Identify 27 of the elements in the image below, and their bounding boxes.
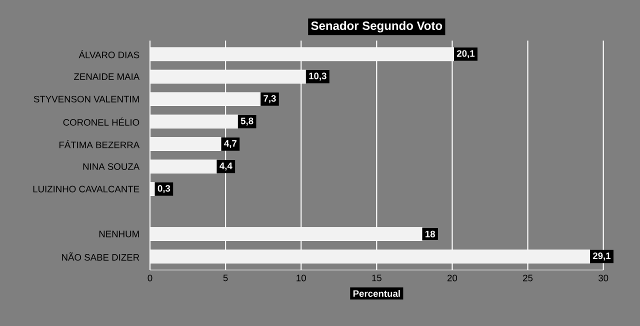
data-label: 4,4 [220, 162, 232, 171]
data-label: 5,8 [240, 118, 254, 126]
y-tick-label: NÃO SABE DIZER [62, 252, 140, 261]
y-tick-label: NENHUM [99, 230, 139, 238]
data-label: 10,3 [309, 72, 326, 81]
data-label: 0,3 [158, 185, 170, 194]
x-tick-label: 25 [523, 274, 533, 282]
data-label: 20,1 [456, 50, 475, 58]
x-tick-label: 20 [447, 274, 458, 282]
y-tick-label: ZENAIDE MAIA [74, 73, 140, 80]
y-tick-label: STYVENSON VALENTIM [34, 96, 139, 102]
y-tick-label: CORONEL HÉLIO [63, 118, 140, 126]
y-tick-label: ÁLVARO DIAS [78, 50, 140, 58]
y-tick-label: FÁTIMA BEZERRA [59, 140, 140, 148]
x-axis-title: Percentual [353, 290, 400, 297]
data-label: 7,3 [264, 95, 276, 104]
x-tick-label: 15 [372, 274, 382, 282]
y-tick-label: LUIZINHO CAVALCANTE [33, 186, 140, 192]
x-tick-label: 0 [148, 274, 152, 282]
chart-title: Senador Segundo Voto [311, 21, 442, 32]
x-tick-label: 10 [296, 274, 306, 282]
data-label: 29,1 [592, 252, 611, 260]
x-tick-label: 30 [598, 274, 608, 282]
data-label: 4,7 [224, 140, 237, 148]
x-tick-label: 5 [223, 274, 228, 282]
y-tick-label: NINA SOUZA [83, 163, 140, 170]
data-label: 18 [426, 230, 436, 238]
